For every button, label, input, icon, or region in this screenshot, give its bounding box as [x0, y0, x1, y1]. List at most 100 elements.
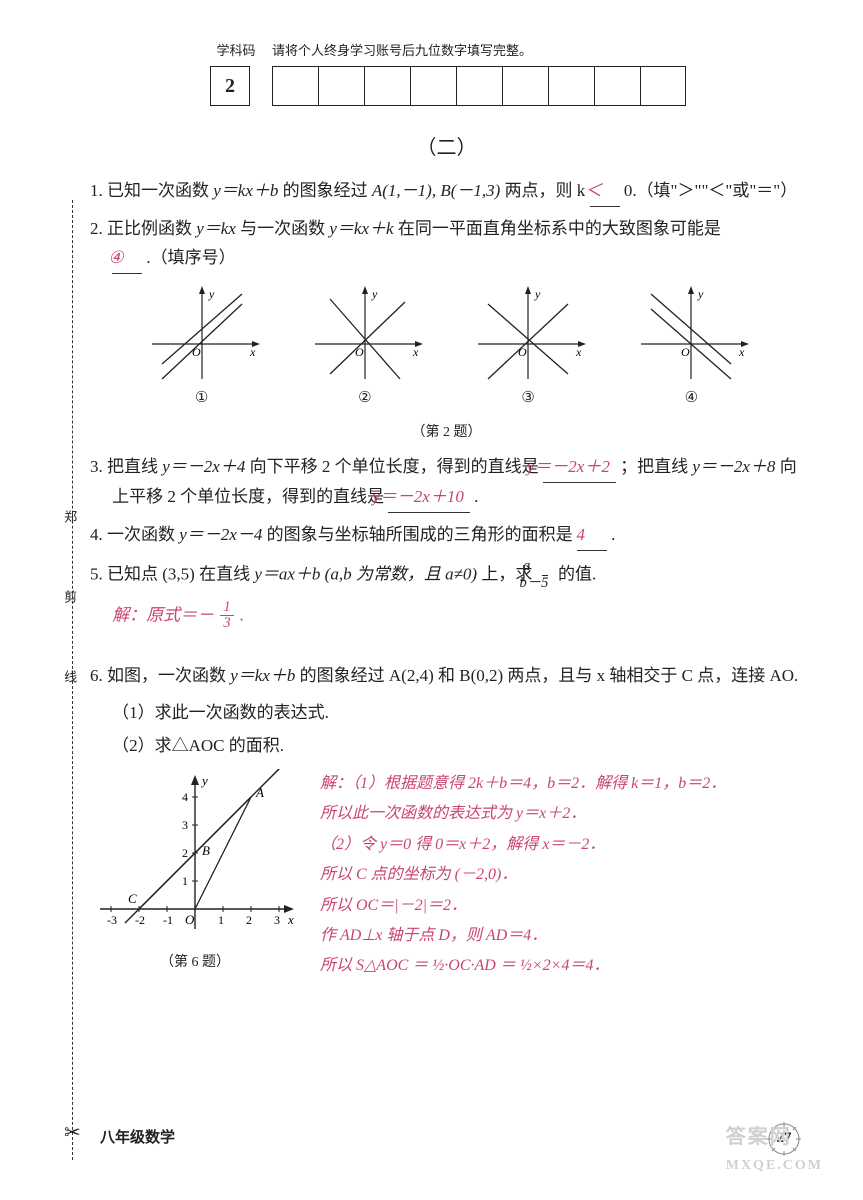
svg-text:1: 1	[218, 913, 224, 927]
q5-e1: y＝ax＋b (a,b 为常数，且 a≠0)	[254, 564, 477, 583]
q3-ta: 3. 把直线	[90, 457, 162, 476]
q2-graph-4: y x O ④	[631, 284, 751, 412]
svg-text:x: x	[738, 345, 745, 359]
q2-graph-2: y x O ②	[305, 284, 425, 412]
q2-graph-3: y x O ③	[468, 284, 588, 412]
question-3: 3. 把直线 y＝－2x＋4 向下平移 2 个单位长度，得到的直线是 y＝－2x…	[90, 453, 803, 513]
svg-text:y: y	[534, 287, 541, 301]
q5-sol-num: 1	[220, 600, 233, 617]
q2-opt-2: ②	[305, 386, 425, 412]
footer: 八年级数学 27	[100, 1120, 803, 1158]
q5-sol-label: 解：原式＝－	[112, 605, 214, 624]
q2-text-c: 在同一平面直角坐标系中的大致图象可能是	[398, 219, 721, 238]
q1-text-b: 的图象经过	[283, 181, 372, 200]
q6-C: C	[128, 891, 137, 906]
q6-caption: （第 6 题）	[90, 951, 300, 975]
q6-B: B	[202, 843, 210, 858]
q3-e2: y＝－2x＋8	[692, 457, 775, 476]
svg-text:x: x	[412, 345, 419, 359]
q5-den: b－5	[539, 576, 552, 592]
q1-text-c: 两点，则 k	[505, 181, 590, 200]
q5-sol-den: 3	[220, 616, 233, 632]
q6-sol-6: 所以 S△AOC ＝ ½·OC·AD ＝ ½×2×4＝4．	[320, 951, 803, 981]
q5-num: a	[542, 559, 548, 576]
q6-sol-0: 解：（1）根据题意得 2k＋b＝4，b＝2．解得 k＝1，b＝2．	[320, 769, 803, 799]
svg-text:y: y	[697, 287, 704, 301]
q2-text-b: 与一次函数	[240, 219, 329, 238]
q6-O: O	[185, 912, 195, 927]
q2-text-a: 2. 正比例函数	[90, 219, 196, 238]
header-instruction: 请将个人终身学习账号后九位数字填写完整。	[272, 40, 532, 62]
q1-answer: ＜	[590, 177, 620, 207]
q6-graph: y x O -3 -2 -1 1 2 3	[90, 769, 300, 982]
q6-sol-4: 所以 OC＝|－2|＝2．	[320, 891, 803, 921]
q6-sol-5: 作 AD⊥x 轴于点 D，则 AD＝4．	[320, 921, 803, 951]
code-label: 学科码	[210, 40, 262, 62]
svg-text:x: x	[249, 345, 256, 359]
q6-sol-1: 所以此一次函数的表达式为 y＝x＋2．	[320, 799, 803, 829]
q3-e1: y＝－2x＋4	[162, 457, 245, 476]
svg-text:O: O	[681, 345, 690, 359]
svg-text:1: 1	[182, 874, 188, 888]
q1-expr1: y＝kx＋b	[213, 181, 278, 200]
side-label-b: 剪	[58, 590, 80, 603]
q6-xlabel: x	[287, 912, 294, 927]
q6-sol-2: （2）令 y＝0 得 0＝x＋2，解得 x＝－2．	[320, 830, 803, 860]
q6-tb: 的图象经过 A(2,4) 和 B(0,2) 两点，且与 x 轴相交于 C 点，连…	[300, 666, 799, 685]
side-label-c: 线	[58, 670, 80, 683]
q2-answer: ④	[112, 244, 142, 274]
id-grid[interactable]	[272, 66, 686, 106]
q6-A: A	[255, 785, 264, 800]
subject-code: 2	[210, 66, 250, 106]
svg-text:3: 3	[274, 913, 280, 927]
header: 学科码 请将个人终身学习账号后九位数字填写完整。 2	[90, 40, 803, 106]
q3-tc: ；把直线	[620, 457, 692, 476]
footer-subject: 八年级数学	[100, 1126, 175, 1152]
q5-sol-tail: .	[240, 605, 244, 624]
question-1: 1. 已知一次函数 y＝kx＋b 的图象经过 A(1,－1), B(－1,3) …	[90, 177, 803, 207]
q6-ta: 6. 如图，一次函数	[90, 666, 230, 685]
question-2: 2. 正比例函数 y＝kx 与一次函数 y＝kx＋k 在同一平面直角坐标系中的大…	[90, 215, 803, 274]
svg-text:4: 4	[182, 790, 188, 804]
svg-text:3: 3	[182, 818, 188, 832]
q2-graph-1: y x O ①	[142, 284, 262, 412]
q2-expr2: y＝kx＋k	[329, 219, 393, 238]
q5-ta: 5. 已知点 (3,5) 在直线	[90, 564, 254, 583]
q4-tb: 的图象与坐标轴所围成的三角形的面积是	[267, 525, 577, 544]
svg-text:y: y	[208, 287, 215, 301]
q3-ans1: y＝－2x＋2	[543, 453, 616, 483]
q4-e1: y＝－2x－4	[179, 525, 262, 544]
watermark: 答案网 MXQE.COM	[726, 1120, 823, 1178]
q3-ans2: y＝－2x＋10	[388, 483, 470, 513]
q1-text-a: 1. 已知一次函数	[90, 181, 213, 200]
svg-text:O: O	[355, 345, 364, 359]
q4-ta: 4. 一次函数	[90, 525, 179, 544]
q2-expr1: y＝kx	[196, 219, 236, 238]
svg-text:y: y	[371, 287, 378, 301]
q6-e1: y＝kx＋b	[230, 666, 295, 685]
watermark-line1: 答案网	[726, 1120, 823, 1154]
q2-opt-4: ④	[631, 386, 751, 412]
q4-ans: 4	[577, 521, 607, 551]
watermark-line2: MXQE.COM	[726, 1154, 823, 1178]
q4-tc: .	[611, 525, 615, 544]
q2-graphs: y x O ① y x O ②	[120, 284, 773, 412]
q2-opt-1: ①	[142, 386, 262, 412]
q1-text-d: 0.（填"＞""＜"或"＝"）	[624, 181, 797, 200]
q3-tb: 向下平移 2 个单位长度，得到的直线是	[250, 457, 543, 476]
q6-part2: （2）求△AOC 的面积.	[90, 732, 803, 761]
q2-opt-3: ③	[468, 386, 588, 412]
q6-ylabel: y	[200, 773, 208, 788]
svg-text:-3: -3	[107, 913, 117, 927]
question-4: 4. 一次函数 y＝－2x－4 的图象与坐标轴所围成的三角形的面积是 4 .	[90, 521, 803, 551]
svg-text:2: 2	[246, 913, 252, 927]
svg-text:2: 2	[182, 846, 188, 860]
q6-body: y x O -3 -2 -1 1 2 3	[90, 769, 803, 982]
q2-text-d: .（填序号）	[146, 248, 235, 267]
section-title: （二）	[90, 131, 803, 165]
q6-part1: （1）求此一次函数的表达式.	[90, 699, 803, 728]
q1-pts: A(1,－1), B(－1,3)	[372, 181, 500, 200]
svg-text:-2: -2	[135, 913, 145, 927]
question-6: 6. 如图，一次函数 y＝kx＋b 的图象经过 A(2,4) 和 B(0,2) …	[90, 662, 803, 691]
svg-text:x: x	[575, 345, 582, 359]
